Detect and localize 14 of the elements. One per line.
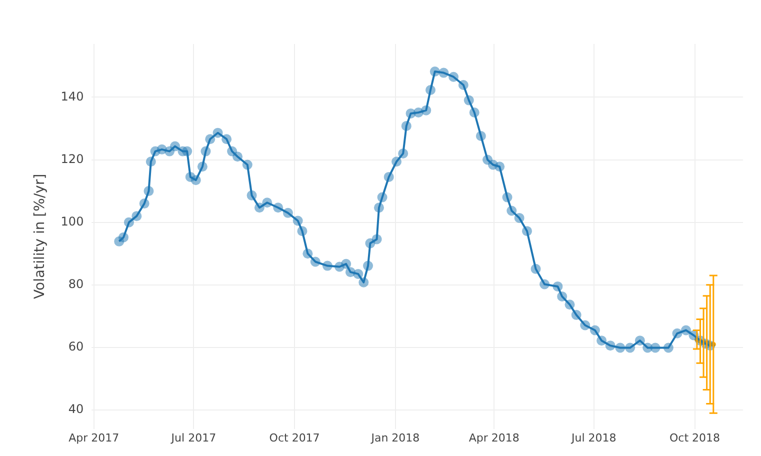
x-tick-label: Apr 2018 — [468, 431, 520, 444]
x-tick-label: Jul 2018 — [570, 431, 616, 444]
x-tick-label: Oct 2017 — [269, 431, 320, 444]
y-tick-label: 60 — [68, 340, 84, 354]
y-tick-label: 140 — [60, 89, 84, 104]
y-tick-label: 40 — [68, 402, 84, 416]
y-tick-label: 100 — [60, 214, 84, 228]
x-tick-label: Jul 2017 — [170, 431, 216, 444]
x-tick-label: Jan 2018 — [370, 431, 420, 444]
y-axis-title: Volatility in [%/yr] — [32, 174, 48, 299]
y-tick-label: 80 — [68, 277, 84, 292]
x-tick-label: Apr 2017 — [68, 431, 120, 444]
x-tick-label: Oct 2018 — [670, 431, 720, 444]
y-tick-label: 120 — [60, 152, 84, 166]
